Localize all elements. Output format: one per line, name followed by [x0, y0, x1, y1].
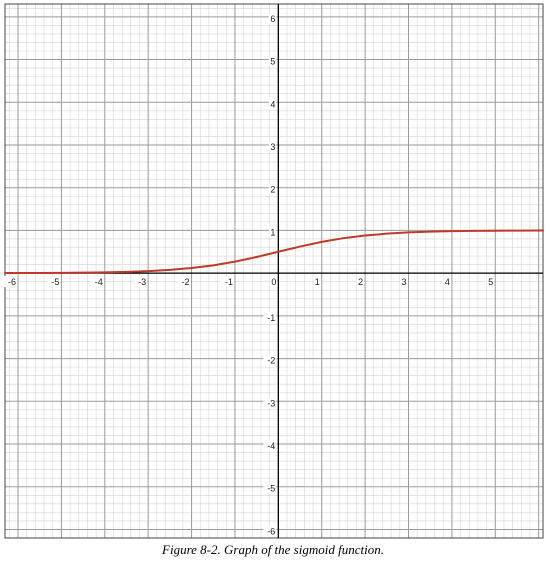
y-tick-label-bg	[268, 183, 277, 195]
x-tick-label: 0	[271, 277, 276, 287]
x-tick-label: 3	[401, 277, 406, 287]
y-tick-label: -5	[267, 484, 275, 494]
x-tick-label-bg	[90, 276, 104, 288]
y-tick-label: 1	[270, 227, 275, 237]
x-tick-label-bg	[134, 276, 148, 288]
x-tick-label: 1	[315, 277, 320, 287]
figure-caption: Figure 8-2. Graph of the sigmoid functio…	[162, 542, 384, 557]
x-tick-label-bg	[443, 276, 451, 288]
sigmoid-curve	[4, 229, 544, 275]
y-tick-label-bg	[268, 98, 277, 110]
y-tick-labels: 6 5 4 3 2 1 -1 -2 -3 -4 -5 -6	[263, 12, 277, 537]
y-tick-label: 6	[270, 14, 275, 24]
y-tick-label-bg	[268, 226, 277, 238]
sigmoid-plot: -6 -5 -4 -3 -2 -1 0 1 2 3 4 5 6 5 4 3 2 1 -1 -2 -3 -4 -5 -6	[4, 3, 544, 539]
y-tick-label-bg	[263, 311, 277, 323]
y-tick-label: -1	[267, 313, 275, 323]
x-tick-label-bg	[220, 276, 234, 288]
y-tick-label-bg	[268, 55, 277, 67]
x-tick-label-bg	[400, 276, 408, 288]
x-tick-label-bg	[486, 276, 495, 288]
y-tick-label: -2	[267, 356, 275, 366]
y-tick-label-bg	[268, 140, 277, 152]
plot-canvas: -6 -5 -4 -3 -2 -1 0 1 2 3 4 5 6 5 4 3 2 1 -1 -2 -3 -4 -5 -6	[4, 3, 544, 539]
y-tick-label: -3	[267, 398, 275, 408]
y-tick-label: -6	[267, 526, 275, 536]
x-tick-label: -3	[138, 277, 146, 287]
x-tick-label-bg	[47, 276, 61, 288]
y-tick-label-bg	[263, 397, 277, 409]
x-tick-labels: -6 -5 -4 -3 -2 -1 0 1 2 3 4 5	[4, 276, 495, 288]
x-tick-label-bg	[269, 276, 278, 288]
y-tick-label-bg	[268, 12, 277, 24]
plot-frame-border	[4, 3, 544, 539]
axes	[4, 3, 544, 539]
x-tick-label-bg	[177, 276, 191, 288]
y-tick-label: 4	[270, 99, 275, 109]
x-tick-label: -4	[95, 277, 103, 287]
y-tick-label: 5	[270, 57, 275, 67]
x-tick-label-bg	[356, 276, 365, 288]
x-tick-label: 2	[358, 277, 363, 287]
x-tick-label-bg	[313, 276, 321, 288]
x-tick-label: -5	[51, 277, 59, 287]
x-tick-label: 5	[488, 277, 493, 287]
x-tick-label: -6	[8, 277, 16, 287]
y-tick-label: 2	[270, 185, 275, 195]
y-tick-label: -4	[267, 441, 275, 451]
y-tick-label: 3	[270, 142, 275, 152]
y-tick-label-bg	[263, 482, 277, 494]
x-tick-label: 4	[445, 277, 450, 287]
x-tick-label: -2	[182, 277, 190, 287]
x-tick-label-bg	[4, 276, 18, 288]
curves	[4, 229, 544, 275]
y-tick-label-bg	[263, 525, 277, 537]
y-tick-label-bg	[263, 440, 277, 452]
y-tick-label-bg	[263, 354, 277, 366]
major-grid	[5, 4, 543, 538]
x-tick-label: -1	[225, 277, 233, 287]
minor-grid	[5, 4, 543, 539]
